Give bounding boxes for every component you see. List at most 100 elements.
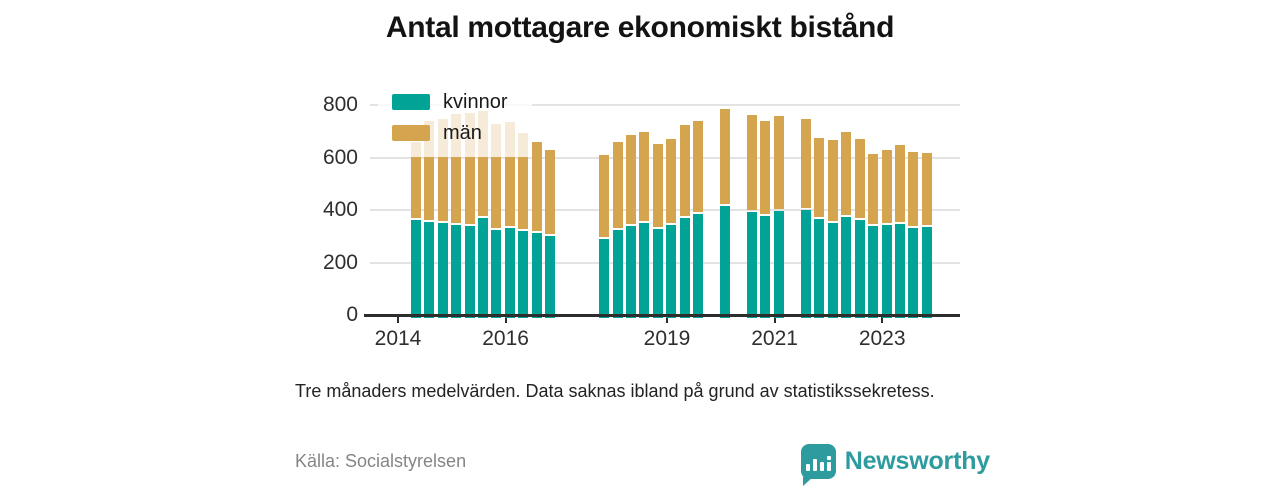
newsworthy-wordmark: Newsworthy <box>844 447 990 475</box>
bar-segment-kvinnor <box>841 217 852 318</box>
bar-2014-Q4 <box>437 119 448 318</box>
bar-segment-man <box>881 150 892 223</box>
x-axis-label-2021: 2021 <box>751 327 798 350</box>
logo-dot <box>826 456 831 460</box>
chart: kvinnor män 0 200 400 600 800 2014 2016 2019 202… <box>323 87 990 350</box>
bars-layer <box>370 105 960 318</box>
legend-swatch-kvinnor <box>392 94 430 110</box>
bar-2015-Q1 <box>451 114 462 318</box>
legend-label: män <box>443 122 482 144</box>
bar-2018-Q2 <box>625 135 636 318</box>
bar-segment-kvinnor <box>478 218 488 318</box>
bar-2016-Q1 <box>504 122 515 318</box>
bar-2022-Q2 <box>841 132 852 318</box>
bar-segment-kvinnor <box>599 239 610 318</box>
bar-segment-man <box>612 142 623 228</box>
bar-segment-kvinnor <box>760 216 771 318</box>
logo-bar <box>819 462 824 471</box>
x-axis-tick-2014 <box>397 317 399 323</box>
bar-2020-Q4 <box>760 121 771 318</box>
bar-2015-Q3 <box>478 111 488 318</box>
gridline-200 <box>370 261 960 264</box>
bar-segment-man <box>518 133 529 229</box>
bar-segment-kvinnor <box>652 229 663 318</box>
bar-segment-man <box>464 113 475 224</box>
x-axis-tick-2021 <box>773 317 776 323</box>
bar-segment-kvinnor <box>612 230 623 318</box>
bar-2019-Q3 <box>693 121 704 318</box>
bar-segment-man <box>894 145 905 222</box>
bar-2017-Q4 <box>599 155 610 318</box>
bar-segment-man <box>625 135 636 224</box>
bar-2016-Q3 <box>531 142 542 318</box>
x-axis-tick-2023 <box>881 317 884 323</box>
x-axis-tick-2019 <box>666 317 668 323</box>
bar-segment-man <box>773 116 784 209</box>
source-text: Källa: Socialstyrelsen <box>295 451 467 471</box>
newsworthy-logo-icon <box>800 444 836 486</box>
bar-segment-kvinnor <box>720 206 731 318</box>
bar-segment-kvinnor <box>424 222 435 318</box>
bar-segment-kvinnor <box>545 236 556 318</box>
bar-2022-Q3 <box>854 139 865 318</box>
bar-segment-kvinnor <box>518 231 529 318</box>
x-axis-label-2019: 2019 <box>643 327 691 350</box>
bar-segment-kvinnor <box>854 220 865 318</box>
x-axis-label-2023: 2023 <box>858 327 906 350</box>
legend-item-kvinnor: kvinnor <box>392 92 532 112</box>
bar-2018-Q4 <box>652 144 663 318</box>
bar-segment-kvinnor <box>693 214 704 318</box>
bar-segment-man <box>491 124 502 228</box>
bar-segment-kvinnor <box>504 228 515 318</box>
bottom-row: Källa: Socialstyrelsen Newsworthy <box>290 444 990 486</box>
bar-2020-Q3 <box>747 115 757 318</box>
bar-segment-kvinnor <box>410 220 421 318</box>
legend-item-man: män <box>392 122 532 144</box>
bar-segment-man <box>545 150 556 234</box>
figure: Antal mottagare ekonomiskt bistånd kvinn… <box>290 0 990 486</box>
y-axis-label-400: 400 <box>322 198 358 221</box>
bar-2016-Q4 <box>545 150 556 318</box>
logo-bar <box>812 459 817 471</box>
bar-segment-kvinnor <box>666 225 677 318</box>
y-axis-label-200: 200 <box>322 250 358 274</box>
bar-2019-Q1 <box>666 139 677 318</box>
bar-2021-Q4 <box>814 138 825 318</box>
chart-title: Antal mottagare ekonomiskt bistånd <box>385 11 895 44</box>
bar-segment-man <box>666 139 677 223</box>
bar-segment-man <box>908 152 919 226</box>
bar-2014-Q3 <box>424 121 435 318</box>
bar-2021-Q1 <box>773 116 784 318</box>
bar-2015-Q2 <box>464 113 475 318</box>
x-axis-label-2016: 2016 <box>482 327 529 350</box>
bar-segment-man <box>504 122 515 226</box>
bar-segment-man <box>531 142 542 231</box>
bar-2022-Q4 <box>868 154 879 318</box>
bar-2015-Q4 <box>491 124 502 318</box>
bar-segment-man <box>760 121 771 214</box>
bar-2016-Q2 <box>518 133 529 318</box>
bar-segment-man <box>827 140 838 221</box>
bar-2019-Q2 <box>679 125 690 318</box>
gridline-600 <box>370 156 960 159</box>
bar-segment-man <box>921 153 932 225</box>
logo-bar <box>826 462 831 471</box>
bar-segment-kvinnor <box>625 226 636 318</box>
bar-2014-Q2 <box>410 142 421 318</box>
gridline-400 <box>370 209 960 211</box>
bar-segment-man <box>854 139 865 218</box>
bar-2023-Q1 <box>881 150 892 318</box>
logo-exclamation <box>826 456 831 471</box>
bar-segment-man <box>693 121 704 212</box>
logo-bar <box>805 464 810 471</box>
bar-segment-kvinnor <box>531 233 542 318</box>
bar-segment-man <box>451 114 462 223</box>
y-axis-label-800: 800 <box>322 93 358 116</box>
bar-segment-man <box>410 142 421 218</box>
bar-2023-Q4 <box>921 153 932 318</box>
bar-segment-man <box>841 132 852 215</box>
bar-2023-Q3 <box>908 152 919 318</box>
bar-2020-Q1 <box>720 109 731 318</box>
bar-segment-man <box>747 115 757 210</box>
bar-segment-man <box>800 119 811 208</box>
